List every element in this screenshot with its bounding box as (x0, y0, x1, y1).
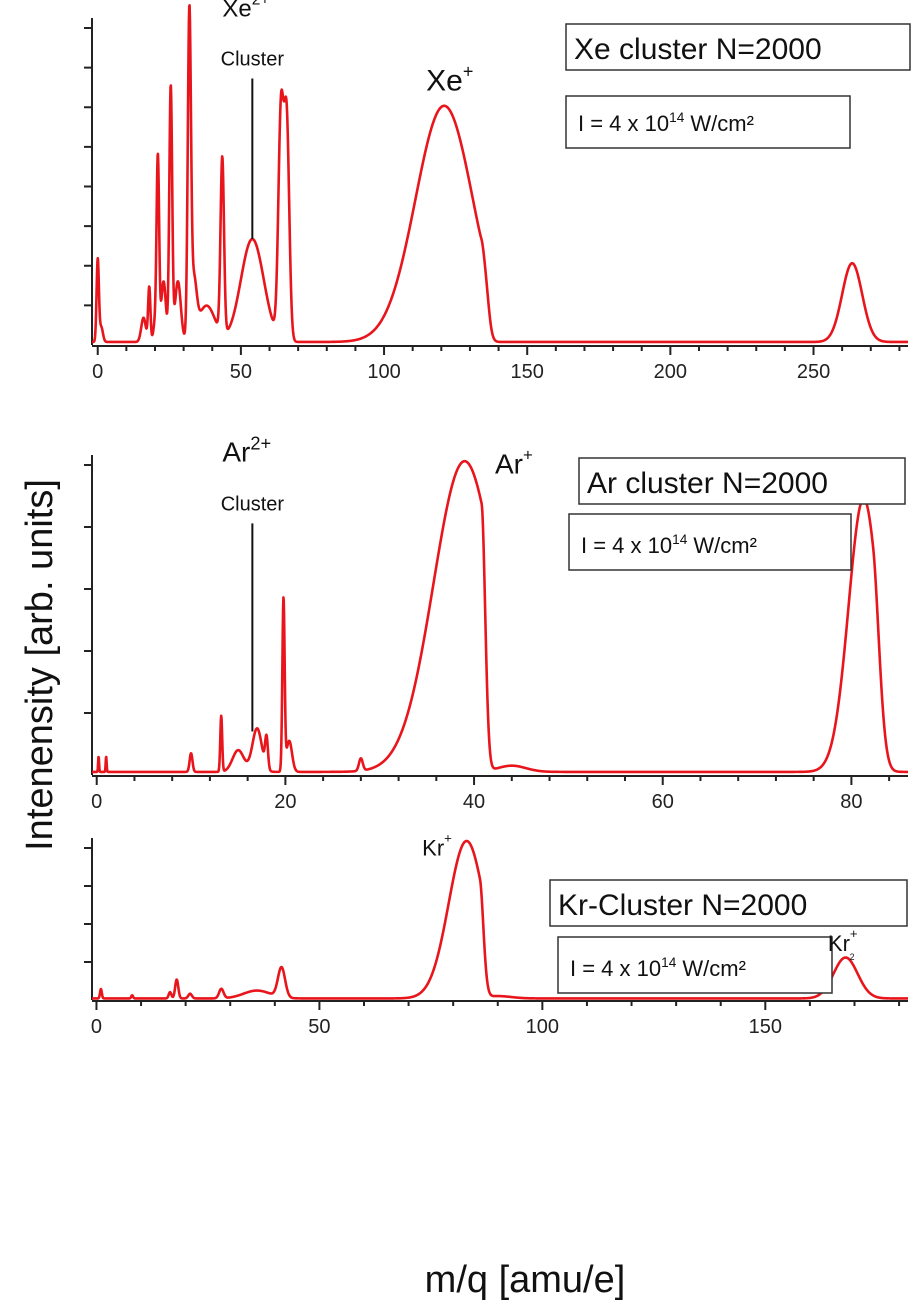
x-tick-label: 80 (840, 791, 862, 813)
x-tick-label: 0 (92, 361, 103, 383)
intensity-box (568, 513, 852, 571)
peak-annotation: Kr+ (422, 830, 452, 860)
panel-title: Ar cluster N=2000 (587, 467, 828, 500)
x-tick-label: 100 (367, 361, 400, 383)
annotation-sublabel: Cluster (221, 49, 285, 71)
x-axis-label: m/q [amu/e] (425, 1259, 626, 1301)
peak-annotation: Xe2+ Cluster (221, 0, 285, 240)
intensity-label: I = 4 x 1014 W/cm² (570, 955, 746, 981)
annotation-label: Xe+ (426, 62, 473, 98)
spectrum-line (91, 4, 909, 344)
x-tick-label: 100 (526, 1016, 559, 1038)
x-tick-label: 0 (91, 791, 102, 813)
annotation-label: Xe2+ (222, 0, 269, 23)
peak-annotation: Kr+ 2 (828, 926, 858, 962)
panel-title: Xe cluster N=2000 (574, 33, 822, 66)
intensity-label: I = 4 x 1014 W/cm² (581, 532, 757, 558)
x-tick-label: 50 (308, 1016, 330, 1038)
y-axis-label: Intenensity [arb. units] (19, 479, 61, 851)
intensity-box (557, 936, 833, 994)
spectrum-line (91, 459, 909, 774)
x-tick-label: 0 (91, 1016, 102, 1038)
intensity-box (565, 95, 851, 149)
annotation-label: Ar2+ (222, 433, 271, 467)
peak-annotation: Ar2+ Cluster (221, 433, 285, 732)
panel-1: 0 50 100 150 200 250 Xe cluster N=2000 I = 4 x … (84, 0, 911, 383)
annotation-label: Kr+ 2 (828, 926, 858, 962)
panel-2: 0 20 40 60 80 Ar cluster N=2000 I = 4 x 1014 W… (84, 433, 909, 813)
x-tick-label: 150 (749, 1016, 782, 1038)
peak-annotation: Xe+ (426, 62, 473, 98)
title-box (578, 457, 906, 505)
panel-3: 0 50 100 150 Kr-Cluster N=2000 I = 4 x 1014 W… (84, 830, 909, 1038)
x-tick-label: 150 (511, 361, 544, 383)
x-tick-label: 50 (230, 361, 252, 383)
x-tick-label: 200 (654, 361, 687, 383)
x-tick-label: 20 (274, 791, 296, 813)
annotation-label: Kr+ (422, 830, 452, 860)
x-tick-label: 250 (797, 361, 830, 383)
title-box (565, 23, 911, 71)
intensity-label: I = 4 x 1014 W/cm² (578, 110, 754, 136)
x-tick-label: 40 (463, 791, 485, 813)
peak-annotation: Ar+ (495, 446, 533, 480)
spectrum-line (91, 839, 909, 1000)
panel-title: Kr-Cluster N=2000 (558, 889, 807, 922)
x-tick-label: 60 (652, 791, 674, 813)
annotation-label: Ar+ (495, 446, 533, 480)
annotation-sublabel: Cluster (221, 493, 285, 515)
title-box (549, 879, 908, 927)
